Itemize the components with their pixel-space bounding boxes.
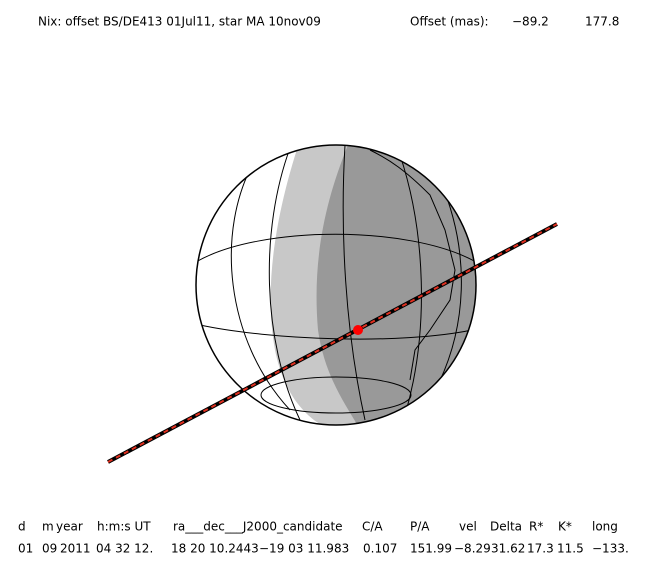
column-header: K* (558, 520, 572, 534)
cell: 17.3 (527, 542, 554, 556)
column-header: P/A (410, 520, 430, 534)
offset-value: −89.2 (512, 15, 549, 29)
cell: 151.99 (410, 542, 452, 556)
cell: 01 (18, 542, 33, 556)
cell: −133. (592, 542, 629, 556)
column-header: vel (459, 520, 477, 534)
occultation-path (107, 222, 558, 464)
closest-approach (353, 325, 363, 335)
column-header: m (42, 520, 54, 534)
column-header: h:m:s UT (97, 520, 151, 534)
cell: 18 20 10.2443 (171, 542, 259, 556)
cell: 0.107 (363, 542, 397, 556)
night-zone (316, 145, 476, 425)
offset-label: Offset (mas): (410, 15, 489, 29)
offset-value: 177.8 (585, 15, 619, 29)
path-dash (107, 223, 558, 463)
cell: 09 (42, 542, 57, 556)
column-header: year (56, 520, 83, 534)
column-header: Delta (490, 520, 522, 534)
cell: −8.29 (454, 542, 491, 556)
column-header: ra___dec___J2000_candidate (173, 520, 343, 534)
title: Nix: offset BS/DE413 01Jul11, star MA 10… (38, 15, 321, 29)
data-table: d m year h:m:s UT ra___dec___J2000_candidate… (18, 520, 629, 556)
graticule (196, 145, 476, 421)
cell: 04 32 12. (96, 542, 153, 556)
cell: 11.5 (557, 542, 584, 556)
column-header: long (592, 520, 618, 534)
globe-outline (195, 144, 477, 426)
column-header: R* (529, 520, 543, 534)
cell: 31.62 (491, 542, 525, 556)
column-header: d (18, 520, 26, 534)
header: Nix: offset BS/DE413 01Jul11, star MA 10… (38, 15, 619, 29)
column-header: C/A (362, 520, 383, 534)
cell: −19 03 11.983 (259, 542, 349, 556)
cell: 2011 (60, 542, 91, 556)
globe (195, 144, 477, 426)
